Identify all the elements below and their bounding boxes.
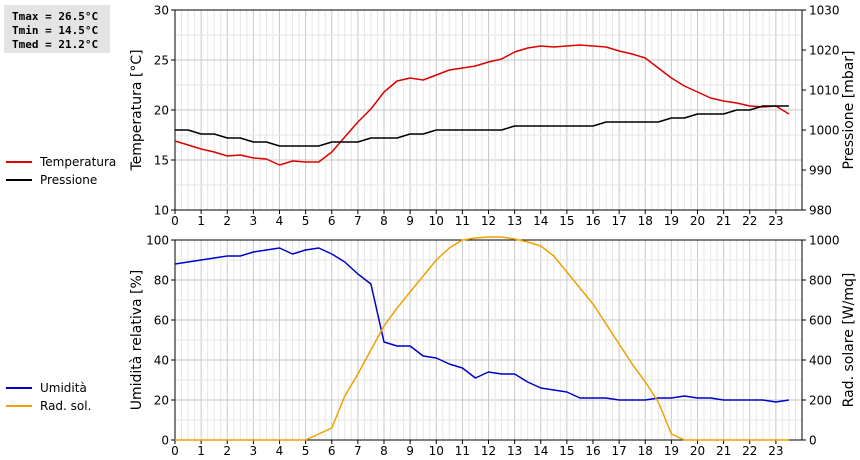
- y-left-tick-label: 0: [161, 434, 169, 448]
- x-tick-label: 6: [328, 444, 336, 458]
- y-left-tick-label: 100: [146, 234, 169, 248]
- x-tick-label: 7: [354, 444, 362, 458]
- legend-swatch: [6, 161, 32, 163]
- x-tick-label: 16: [585, 444, 600, 458]
- x-tick-label: 15: [559, 214, 574, 228]
- x-tick-label: 23: [768, 444, 783, 458]
- x-tick-label: 0: [171, 214, 179, 228]
- y-left-tick-label: 20: [154, 394, 169, 408]
- x-tick-label: 14: [533, 214, 548, 228]
- y-right-axis-label: Rad. solare [W/mq]: [841, 273, 857, 408]
- series-line-temperatura: [174, 44, 790, 166]
- y-right-axis-label: Pressione [mbar]: [841, 50, 857, 169]
- x-tick-label: 21: [716, 214, 731, 228]
- tmax-text: Tmax = 26.5°C: [12, 10, 99, 23]
- legend-swatch: [6, 179, 32, 181]
- x-tick-label: 23: [768, 214, 783, 228]
- legend-item: Pressione: [6, 171, 116, 189]
- legend-bottom: Umidità Rad. sol.: [6, 379, 91, 415]
- x-tick-label: 7: [354, 214, 362, 228]
- x-tick-label: 3: [250, 444, 258, 458]
- x-tick-label: 3: [250, 214, 258, 228]
- y-right-tick-label: 980: [809, 204, 832, 218]
- y-left-axis-label: Umidità relativa [%]: [129, 270, 145, 411]
- y-right-tick-label: 0: [809, 434, 817, 448]
- x-tick-label: 2: [223, 214, 231, 228]
- tmin-text: Tmin = 14.5°C: [12, 24, 99, 37]
- x-tick-label: 16: [585, 214, 600, 228]
- series-line-pressione: [175, 105, 789, 147]
- y-right-tick-label: 600: [809, 314, 832, 328]
- x-tick-label: 13: [507, 444, 522, 458]
- y-left-tick-label: 80: [154, 274, 169, 288]
- x-tick-label: 6: [328, 214, 336, 228]
- y-right-tick-label: 1030: [809, 4, 840, 18]
- x-tick-label: 15: [559, 444, 574, 458]
- x-tick-label: 12: [481, 444, 496, 458]
- x-tick-label: 5: [302, 214, 310, 228]
- x-tick-label: 13: [507, 214, 522, 228]
- x-tick-label: 9: [406, 214, 414, 228]
- legend-item: Temperatura: [6, 153, 116, 171]
- x-tick-label: 4: [276, 214, 284, 228]
- stats-box: Tmax = 26.5°C Tmin = 14.5°C Tmed = 21.2°…: [4, 5, 110, 53]
- x-tick-label: 4: [276, 444, 284, 458]
- x-tick-label: 11: [455, 214, 470, 228]
- x-tick-label: 17: [611, 444, 626, 458]
- x-tick-label: 18: [638, 214, 653, 228]
- x-tick-label: 20: [690, 214, 705, 228]
- x-tick-label: 5: [302, 444, 310, 458]
- tmed-text: Tmed = 21.2°C: [12, 38, 99, 51]
- x-tick-label: 8: [380, 214, 388, 228]
- y-left-axis-label: Temperatura [°C]: [129, 49, 145, 171]
- legend-label: Umidità: [40, 381, 87, 395]
- x-tick-label: 22: [742, 214, 757, 228]
- x-tick-label: 10: [429, 444, 444, 458]
- x-tick-label: 1: [197, 444, 205, 458]
- legend-item: Umidità: [6, 379, 91, 397]
- y-left-tick-label: 30: [154, 4, 169, 18]
- y-left-tick-label: 20: [154, 104, 169, 118]
- y-left-tick-label: 25: [154, 54, 169, 68]
- x-tick-label: 14: [533, 444, 548, 458]
- legend-label: Pressione: [40, 173, 98, 187]
- x-tick-label: 1: [197, 214, 205, 228]
- x-tick-label: 11: [455, 444, 470, 458]
- y-left-tick-label: 40: [154, 354, 169, 368]
- x-tick-label: 9: [406, 444, 414, 458]
- x-tick-label: 10: [429, 214, 444, 228]
- series-line-umidit-: [174, 247, 790, 403]
- x-tick-label: 20: [690, 444, 705, 458]
- y-right-tick-label: 200: [809, 394, 832, 408]
- y-right-tick-label: 1010: [809, 84, 840, 98]
- y-right-tick-label: 800: [809, 274, 832, 288]
- x-tick-label: 21: [716, 444, 731, 458]
- y-right-tick-label: 1000: [809, 234, 840, 248]
- legend-swatch: [6, 405, 32, 407]
- x-tick-label: 19: [664, 214, 679, 228]
- x-tick-label: 0: [171, 444, 179, 458]
- x-tick-label: 12: [481, 214, 496, 228]
- x-tick-label: 18: [638, 444, 653, 458]
- series-line-rad-sol-: [175, 236, 789, 441]
- x-tick-label: 22: [742, 444, 757, 458]
- legend-swatch: [6, 387, 32, 389]
- legend-label: Rad. sol.: [40, 399, 92, 413]
- y-left-tick-label: 15: [154, 154, 169, 168]
- x-tick-label: 17: [611, 214, 626, 228]
- y-right-tick-label: 990: [809, 164, 832, 178]
- x-tick-label: 8: [380, 444, 388, 458]
- y-right-tick-label: 1000: [809, 124, 840, 138]
- legend-item: Rad. sol.: [6, 397, 91, 415]
- y-right-tick-label: 1020: [809, 44, 840, 58]
- legend-top: Temperatura Pressione: [6, 153, 116, 189]
- x-tick-label: 2: [223, 444, 231, 458]
- y-right-tick-label: 400: [809, 354, 832, 368]
- legend-label: Temperatura: [40, 155, 117, 169]
- x-tick-label: 19: [664, 444, 679, 458]
- y-left-tick-label: 60: [154, 314, 169, 328]
- y-left-tick-label: 10: [154, 204, 169, 218]
